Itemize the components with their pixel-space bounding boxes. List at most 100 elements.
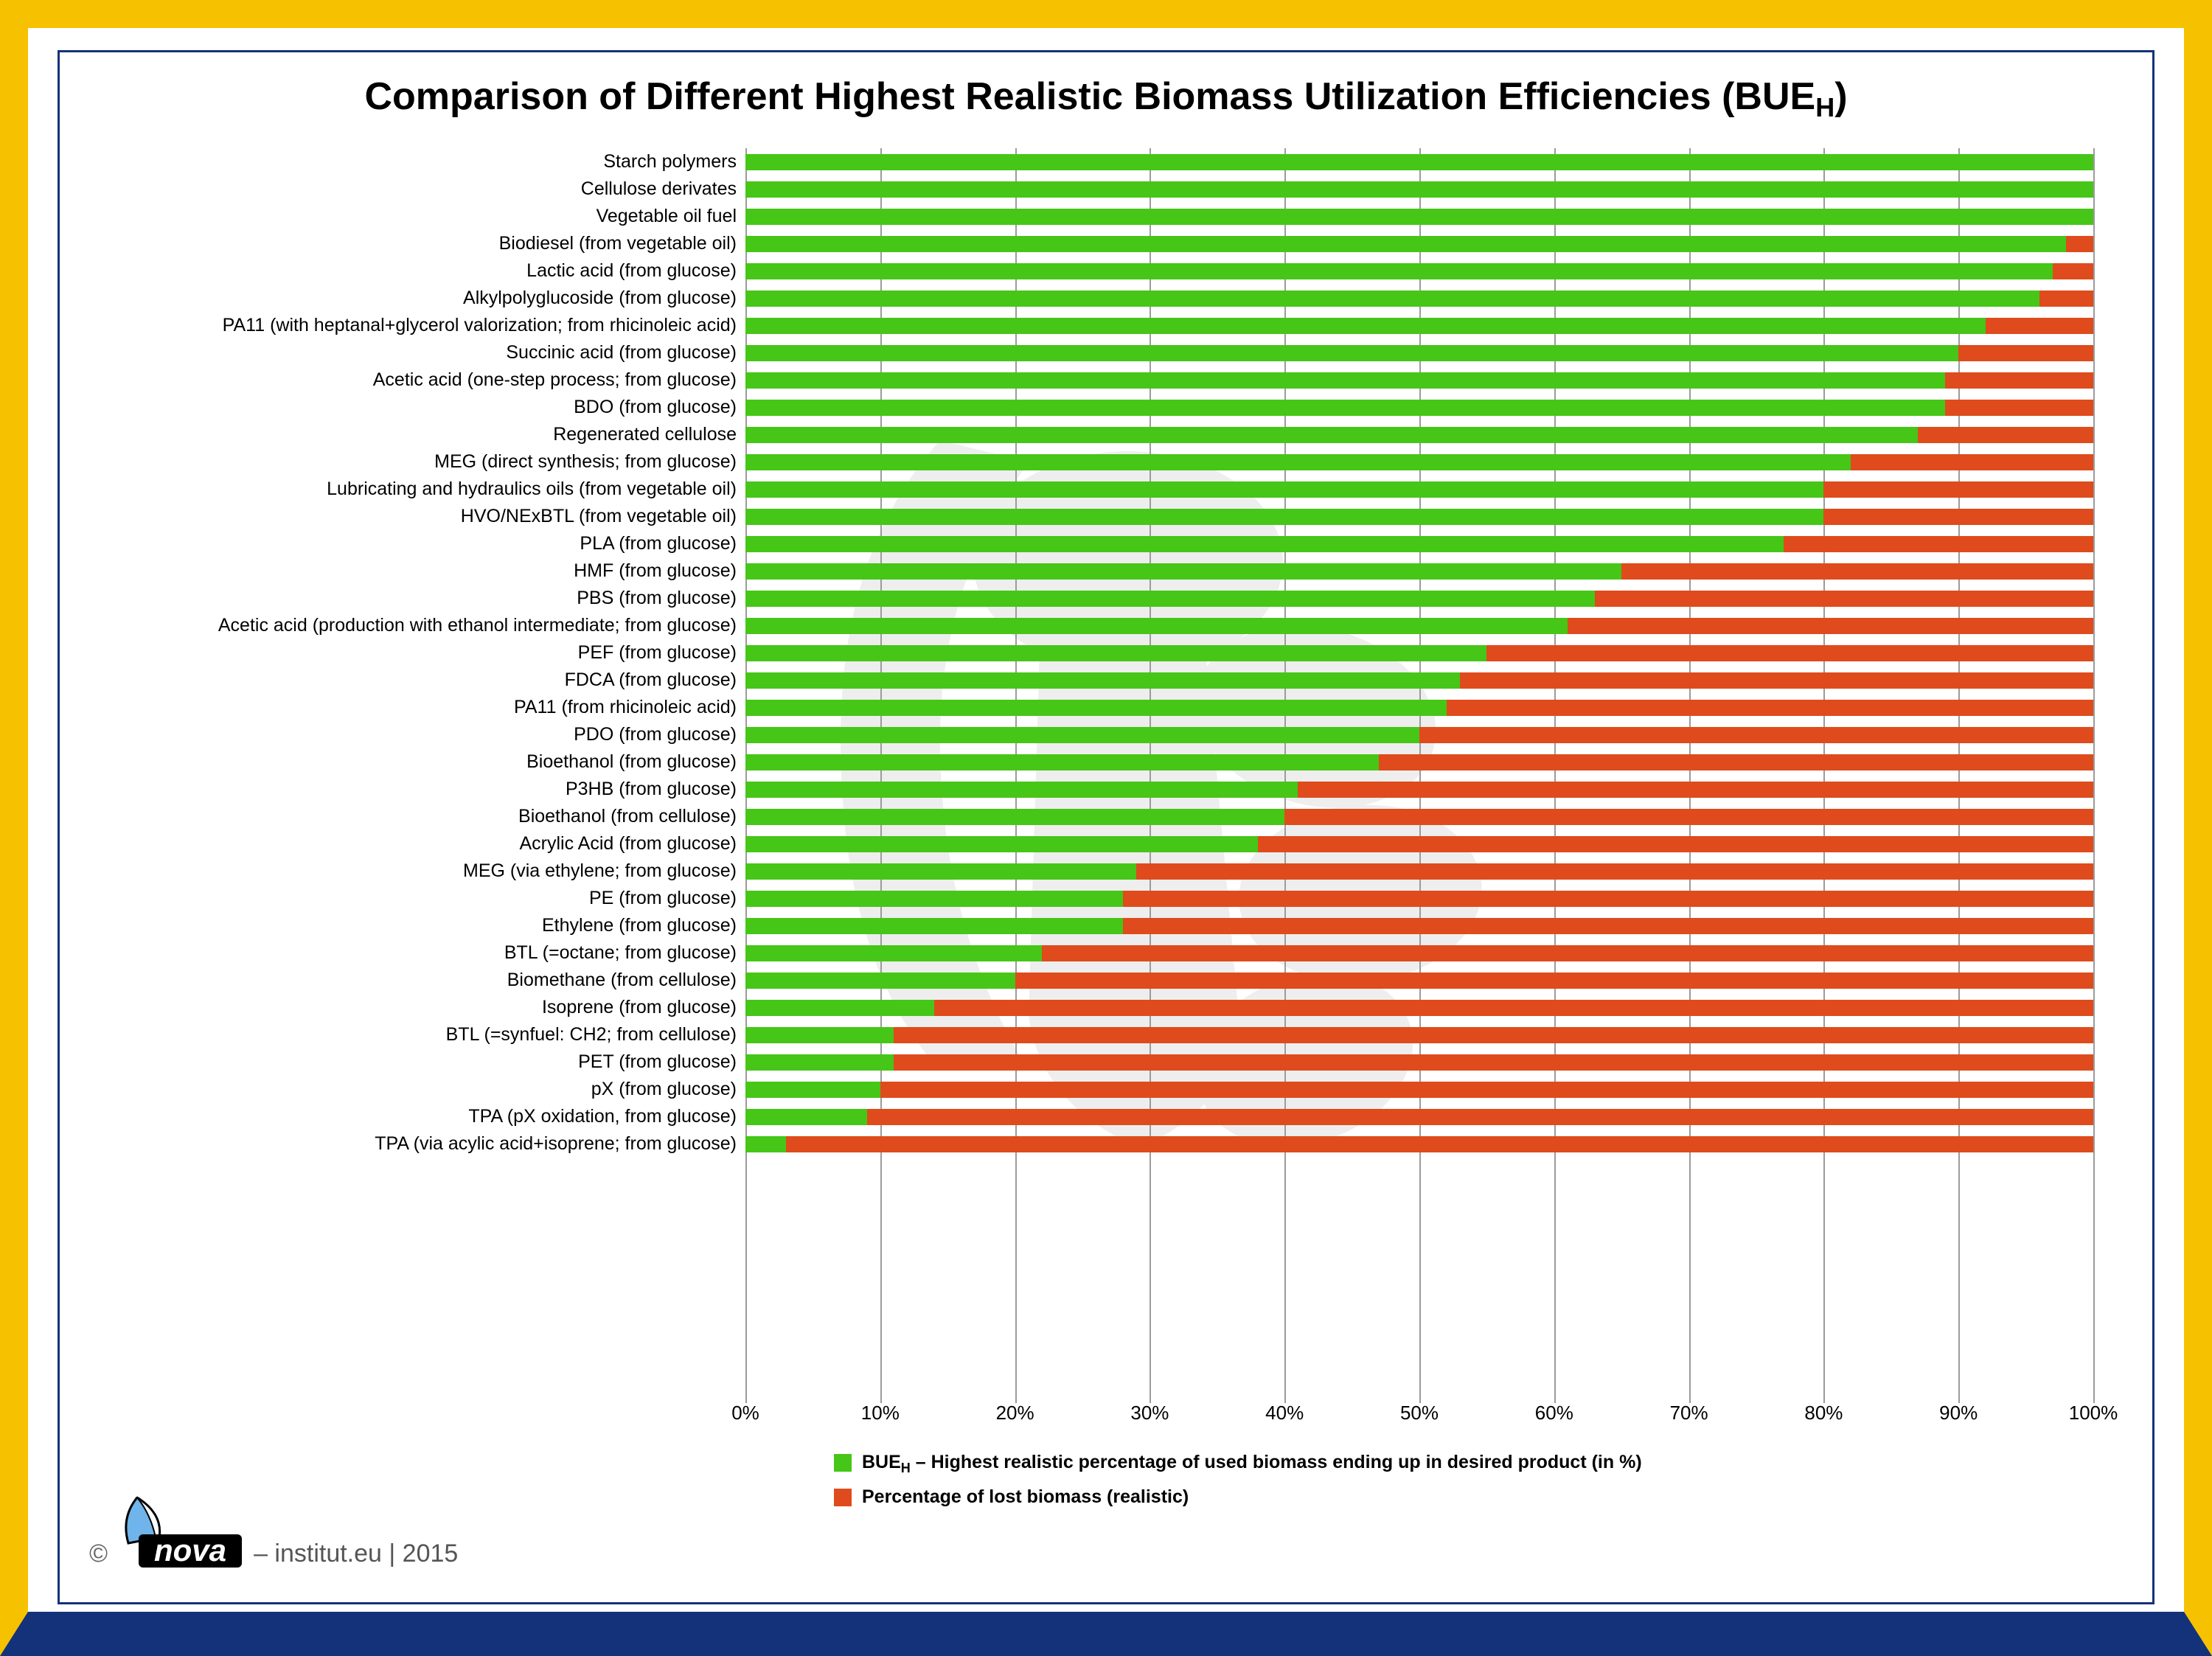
bar-green	[745, 1054, 894, 1071]
table-row: MEG (via ethylene; from glucose)	[141, 857, 2093, 885]
bar-track	[745, 1103, 2093, 1130]
bar-green	[745, 181, 2093, 198]
bar-track	[745, 339, 2093, 366]
row-label: Alkylpolyglucoside (from glucose)	[141, 288, 745, 309]
bar-track	[745, 557, 2093, 585]
bar-track	[745, 1048, 2093, 1076]
row-label: PDO (from glucose)	[141, 724, 745, 745]
row-label: PEF (from glucose)	[141, 642, 745, 664]
bar-green	[745, 1136, 786, 1152]
row-label: BDO (from glucose)	[141, 397, 745, 418]
bar-red	[1460, 672, 2093, 689]
title-close: )	[1834, 75, 1847, 118]
bar-green	[745, 1082, 880, 1098]
legend-item-red: Percentage of lost biomass (realistic)	[834, 1486, 2049, 1508]
bar-track	[745, 857, 2093, 885]
row-label: Acetic acid (production with ethanol int…	[141, 615, 745, 636]
table-row: Regenerated cellulose	[141, 421, 2093, 448]
bar-track	[745, 1130, 2093, 1158]
x-tick-label: 70%	[1670, 1402, 1708, 1424]
table-row: TPA (via acylic acid+isoprene; from gluc…	[141, 1130, 2093, 1158]
bar-green	[745, 1027, 894, 1043]
table-row: Starch polymers	[141, 148, 2093, 175]
bar-red	[1945, 372, 2093, 389]
bar-green	[745, 645, 1486, 661]
x-axis: 0%10%20%30%40%50%60%70%80%90%100%	[745, 1402, 2093, 1431]
bar-green	[745, 1109, 867, 1125]
bar-track	[745, 885, 2093, 912]
row-label: Lactic acid (from glucose)	[141, 260, 745, 282]
bar-green	[745, 345, 1958, 361]
bar-red	[1486, 645, 2093, 661]
bar-green	[745, 591, 1595, 607]
table-row: Bioethanol (from cellulose)	[141, 803, 2093, 830]
row-label: Ethylene (from glucose)	[141, 915, 745, 936]
bar-red	[2053, 263, 2093, 279]
bar-red	[1123, 891, 2093, 907]
row-label: Succinic acid (from glucose)	[141, 342, 745, 363]
table-row: Cellulose derivates	[141, 175, 2093, 203]
bar-track	[745, 257, 2093, 285]
row-label: Isoprene (from glucose)	[141, 997, 745, 1018]
bar-track	[745, 312, 2093, 339]
bar-green	[745, 400, 1945, 416]
bar-green	[745, 509, 1823, 525]
bar-green	[745, 782, 1298, 798]
bar-green	[745, 672, 1460, 689]
bar-track	[745, 667, 2093, 694]
table-row: Biomethane (from cellulose)	[141, 967, 2093, 994]
bar-track	[745, 1076, 2093, 1103]
bar-track	[745, 694, 2093, 721]
table-row: Isoprene (from glucose)	[141, 994, 2093, 1021]
footer-credit: © nova – institut.eu | 2015	[89, 1492, 458, 1573]
table-row: PA11 (with heptanal+glycerol valorizatio…	[141, 312, 2093, 339]
table-row: HMF (from glucose)	[141, 557, 2093, 585]
bar-green	[745, 154, 2093, 170]
row-label: PA11 (with heptanal+glycerol valorizatio…	[141, 315, 745, 336]
bar-track	[745, 394, 2093, 421]
chart-area: Starch polymersCellulose derivatesVegeta…	[141, 148, 2093, 1396]
row-label: Regenerated cellulose	[141, 424, 745, 445]
bar-green	[745, 918, 1123, 934]
bar-track	[745, 912, 2093, 939]
row-label: Biodiesel (from vegetable oil)	[141, 233, 745, 254]
bar-track	[745, 530, 2093, 557]
title-subscript: H	[1815, 92, 1834, 122]
table-row: pX (from glucose)	[141, 1076, 2093, 1103]
bar-red	[1419, 727, 2093, 743]
row-label: MEG (via ethylene; from glucose)	[141, 860, 745, 882]
bar-green	[745, 618, 1568, 634]
bar-red	[1958, 345, 2093, 361]
table-row: PA11 (from rhicinoleic acid)	[141, 694, 2093, 721]
bar-red	[1823, 481, 2093, 498]
bar-red	[1123, 918, 2093, 934]
legend-text-green: BUEH – Highest realistic percentage of u…	[862, 1452, 1642, 1473]
bar-track	[745, 203, 2093, 230]
chart-title: Comparison of Different Highest Realisti…	[60, 74, 2152, 119]
bar-red	[1945, 400, 2093, 416]
bar-green	[745, 1000, 934, 1016]
x-tick-label: 20%	[996, 1402, 1034, 1424]
bar-green	[745, 754, 1379, 770]
table-row: TPA (pX oxidation, from glucose)	[141, 1103, 2093, 1130]
bar-green	[745, 236, 2066, 252]
row-label: TPA (via acylic acid+isoprene; from gluc…	[141, 1133, 745, 1155]
row-label: pX (from glucose)	[141, 1079, 745, 1100]
bar-red	[894, 1054, 2093, 1071]
bar-green	[745, 481, 1823, 498]
table-row: MEG (direct synthesis; from glucose)	[141, 448, 2093, 476]
bar-green	[745, 263, 2053, 279]
row-label: PBS (from glucose)	[141, 588, 745, 609]
x-tick-label: 50%	[1400, 1402, 1439, 1424]
bar-track	[745, 639, 2093, 667]
bar-track	[745, 721, 2093, 748]
bar-red	[1379, 754, 2093, 770]
bar-green	[745, 809, 1284, 825]
bar-red	[1136, 863, 2093, 880]
outer-frame: Comparison of Different Highest Realisti…	[0, 0, 2212, 1656]
table-row: BDO (from glucose)	[141, 394, 2093, 421]
bar-track	[745, 148, 2093, 175]
row-label: Biomethane (from cellulose)	[141, 970, 745, 991]
bar-red	[1851, 454, 2093, 470]
legend-text-red: Percentage of lost biomass (realistic)	[862, 1486, 1189, 1508]
